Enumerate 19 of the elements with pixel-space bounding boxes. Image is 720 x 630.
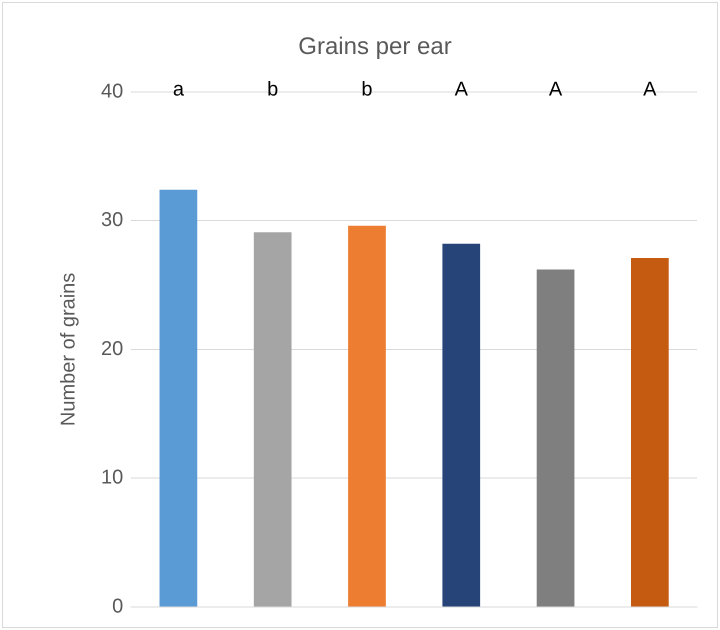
bar [630, 258, 669, 606]
annotation: b [361, 78, 373, 100]
y-tick-label: 40 [100, 80, 124, 102]
y-tick-label: 20 [100, 338, 124, 360]
bar [442, 244, 480, 606]
y-tick-label: 10 [100, 466, 124, 489]
annotation: A [643, 78, 658, 100]
annotation: A [548, 78, 563, 100]
y-tick-label: 30 [100, 209, 124, 232]
bar [254, 232, 292, 606]
bar [160, 190, 198, 606]
y-tick-label: 0 [112, 596, 124, 618]
annotation: a [172, 78, 185, 100]
annotation: A [454, 78, 469, 100]
bar [348, 226, 386, 606]
y-axis-title: Number of grains [58, 272, 80, 426]
annotation: b [267, 78, 278, 100]
chart-title: Grains per ear [298, 33, 452, 60]
bar [536, 270, 574, 606]
